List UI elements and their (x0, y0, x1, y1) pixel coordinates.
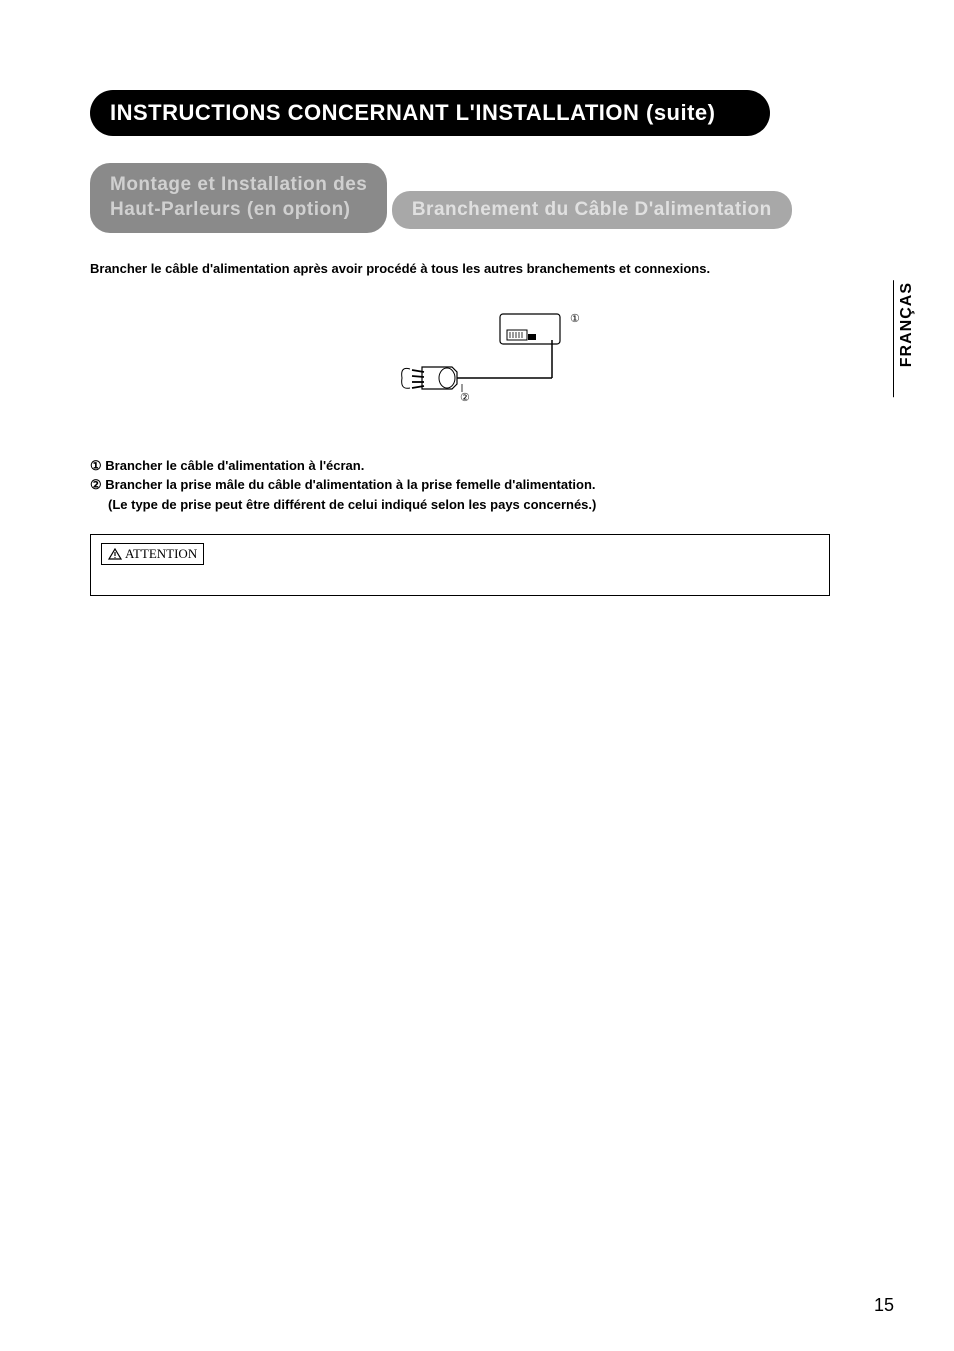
intro-text: Brancher le câble d'alimentation après a… (90, 261, 894, 276)
language-side-tab: FRANÇAS (893, 280, 916, 397)
instruction-1-marker: ① (90, 458, 102, 473)
diagram-marker-1: ① (570, 313, 580, 325)
power-cable-diagram: ① ② (352, 306, 632, 416)
instruction-3: (Le type de prise peut être différent de… (90, 495, 894, 515)
sub-heading-line2: Haut-Parleurs (en option) (110, 199, 351, 220)
instruction-2: ② Brancher la prise mâle du câble d'alim… (90, 475, 894, 495)
page-number-suffix: 5 (884, 1295, 894, 1315)
diagram-marker-2: ② (460, 392, 470, 404)
instruction-2-text: Brancher la prise mâle du câble d'alimen… (105, 477, 595, 492)
page-number-prefix: 1 (874, 1295, 884, 1315)
warning-triangle-icon (108, 548, 122, 560)
instruction-1: ① Brancher le câble d'alimentation à l'é… (90, 456, 894, 476)
attention-label: ATTENTION (101, 543, 204, 565)
main-heading-container: INSTRUCTIONS CONCERNANT L'INSTALLATION (… (90, 90, 770, 136)
main-heading: INSTRUCTIONS CONCERNANT L'INSTALLATION (… (110, 100, 750, 126)
instruction-2-marker: ② (90, 477, 102, 492)
instruction-1-text: Brancher le câble d'alimentation à l'écr… (105, 458, 364, 473)
sub-heading-container: Montage et Installation des Haut-Parleur… (90, 163, 387, 232)
attention-box: ATTENTION (90, 534, 830, 596)
attention-text: ATTENTION (125, 546, 197, 562)
sub-heading-line1: Montage et Installation des (110, 174, 367, 195)
section-heading-container: Branchement du Câble D'alimentation (392, 191, 792, 229)
instructions-block: ① Brancher le câble d'alimentation à l'é… (90, 456, 894, 515)
sub-heading: Montage et Installation des Haut-Parleur… (110, 173, 367, 222)
section-heading: Branchement du Câble D'alimentation (412, 199, 772, 221)
instruction-3-text: (Le type de prise peut être différent de… (108, 497, 596, 512)
diagram-container: ① ② (90, 306, 894, 416)
page-number: 15 (874, 1295, 894, 1316)
